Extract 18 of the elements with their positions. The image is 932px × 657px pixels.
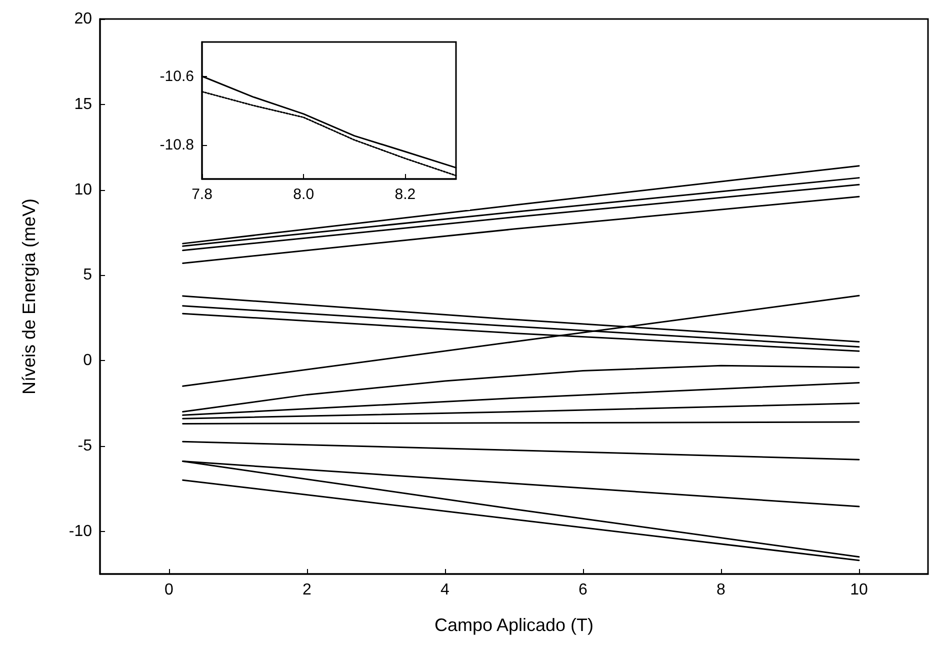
x-tick-label: 8.0 <box>293 186 314 203</box>
y-tick-label: -10 <box>68 522 92 540</box>
y-axis-title: Níveis de Energia (meV) <box>19 198 39 395</box>
x-tick-label: 8.2 <box>394 186 416 203</box>
y-tick-label: -10.6 <box>160 68 194 85</box>
x-tick-label: 4 <box>440 582 450 598</box>
y-tick-label: 20 <box>74 10 92 28</box>
x-tick-label: 6 <box>578 582 588 598</box>
x-axis-title: Campo Aplicado (T) <box>434 615 594 635</box>
x-tick-label: 2 <box>302 582 312 598</box>
x-tick-label: 7.8 <box>192 186 212 203</box>
x-tick-label: 8 <box>716 582 726 598</box>
y-tick-label: -10.8 <box>160 136 194 154</box>
y-tick-label: 15 <box>74 96 92 113</box>
y-tick-label: 0 <box>83 352 92 370</box>
x-tick-label: 10 <box>850 582 868 598</box>
y-tick-label: 5 <box>83 266 92 284</box>
y-tick-label: -5 <box>78 437 92 454</box>
